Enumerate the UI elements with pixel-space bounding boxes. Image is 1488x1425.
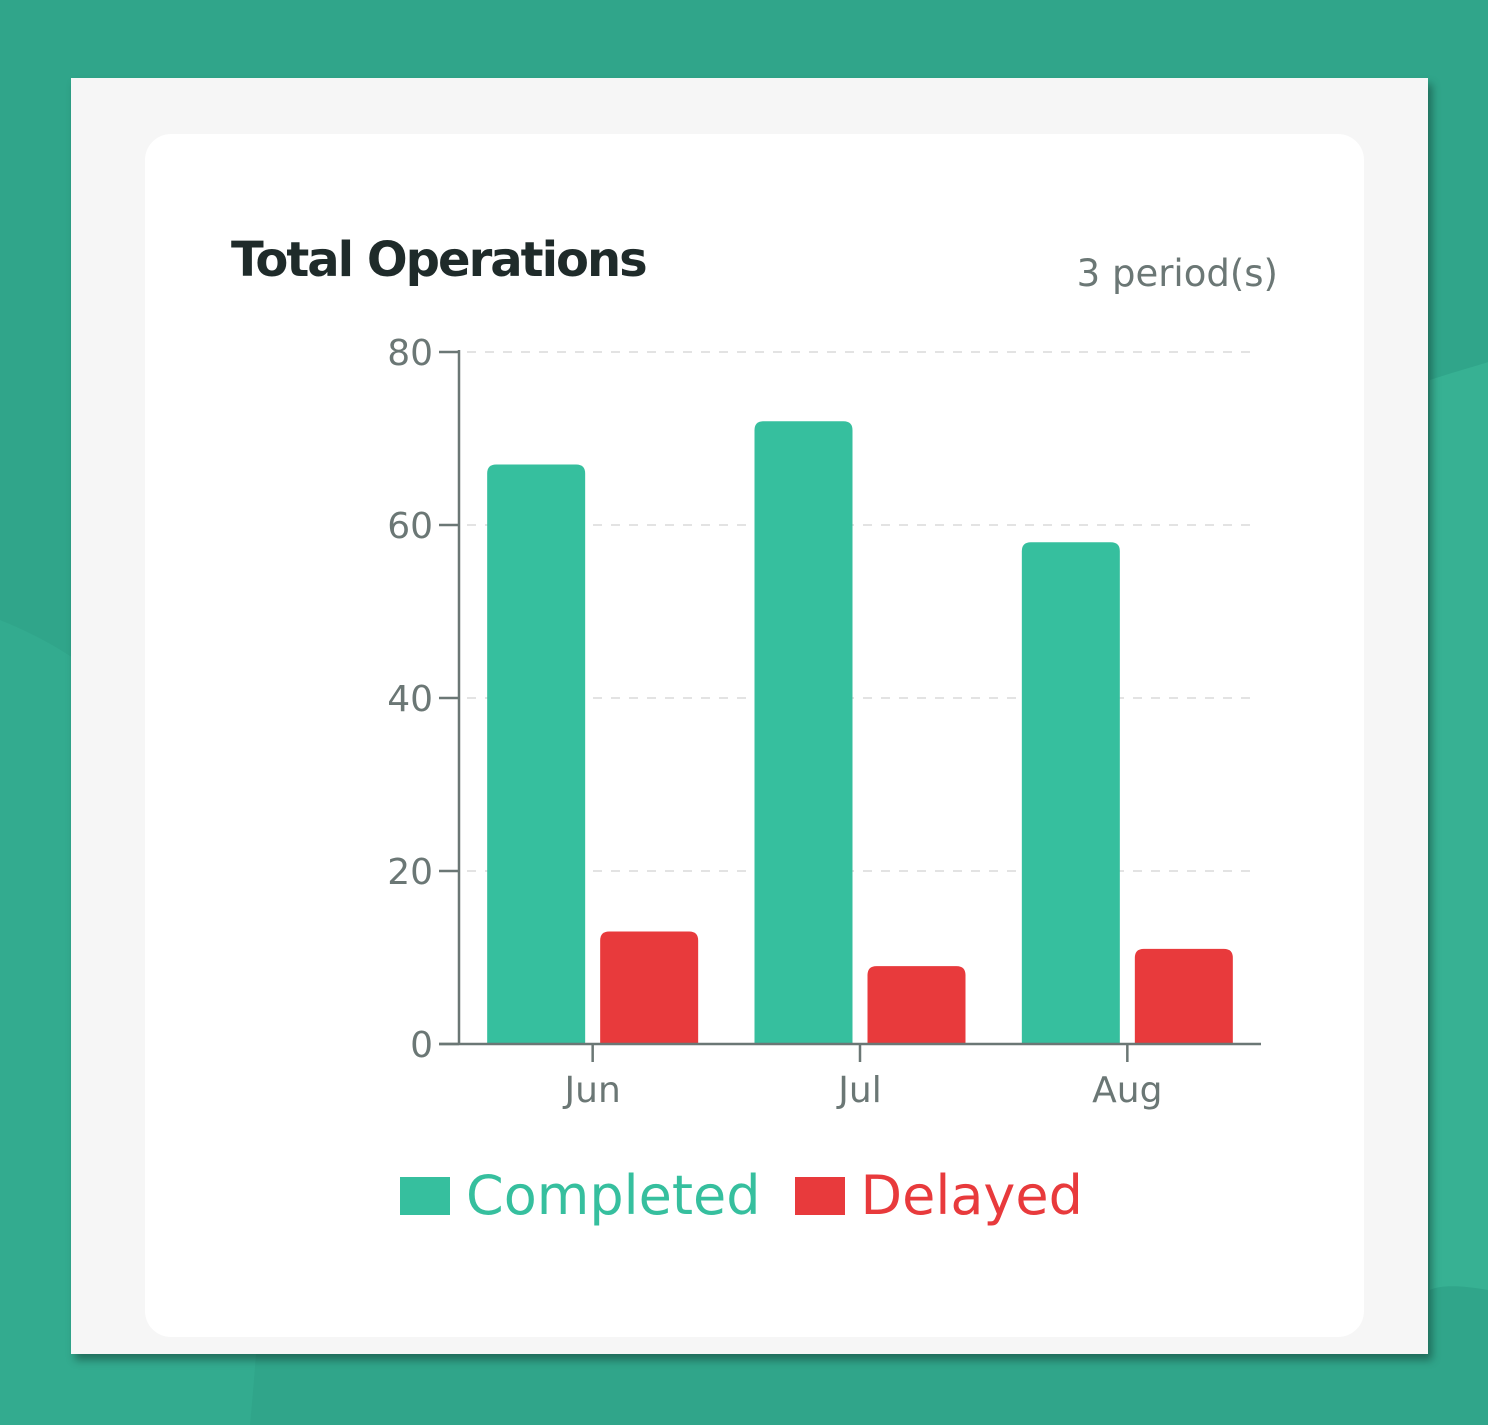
bar-delayed-jun — [600, 931, 699, 1044]
legend-swatch-delayed — [794, 1176, 845, 1215]
card-title: Total Operations — [231, 232, 648, 288]
legend-item-delayed[interactable]: Delayed — [794, 1164, 1083, 1227]
period-count-label: 3 period(s) — [1076, 252, 1278, 295]
grid-lines — [467, 351, 1253, 872]
bar-completed-jul — [754, 421, 853, 1044]
y-tick-label: 0 — [410, 1025, 433, 1066]
chart-card: Total Operations 3 period(s) 0 20 40 60 80 Ju… — [145, 134, 1364, 1337]
legend-label-delayed: Delayed — [860, 1164, 1083, 1227]
y-tick-label: 80 — [387, 333, 433, 374]
legend-item-completed[interactable]: Completed — [400, 1164, 761, 1227]
x-tick-label: Jun — [563, 1070, 621, 1111]
x-tick-label: Jul — [836, 1070, 881, 1111]
y-tick-label: 40 — [387, 679, 433, 720]
y-tick-label: 20 — [387, 852, 433, 893]
bar-delayed-aug — [1134, 948, 1233, 1044]
y-tick-label: 60 — [387, 506, 433, 547]
bar-delayed-jul — [867, 966, 966, 1044]
window-frame: Total Operations 3 period(s) 0 20 40 60 80 Ju… — [71, 78, 1428, 1354]
axis-labels: 0 20 40 60 80 Jun Jul Aug — [387, 333, 1162, 1111]
bar-completed-aug — [1021, 542, 1120, 1044]
bar-chart: 0 20 40 60 80 Jun Jul Aug — [387, 333, 1261, 1111]
legend-label-completed: Completed — [466, 1164, 761, 1227]
legend-swatch-completed — [400, 1176, 450, 1215]
bar-completed-jun — [487, 464, 586, 1044]
bars — [487, 421, 1233, 1044]
x-tick-label: Aug — [1092, 1070, 1162, 1111]
chart-legend: Completed Delayed — [400, 1164, 1117, 1227]
axes — [439, 350, 1261, 1062]
